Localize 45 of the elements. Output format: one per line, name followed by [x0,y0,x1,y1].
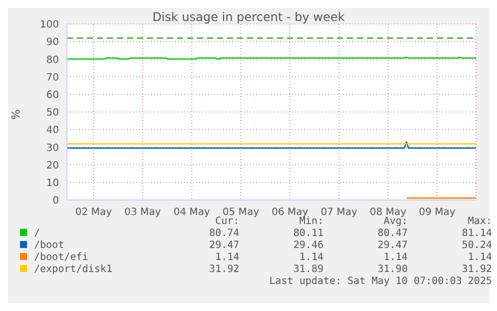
legend-label: / [33,228,42,240]
y-tick-label: 90 [46,37,59,48]
x-tick-label: 08 May [370,207,406,218]
y-tick-label: 10 [46,178,59,189]
text: 29.47 [376,240,408,252]
y-tick-label: 70 [46,72,59,84]
x-tick-label: 04 May [173,207,210,218]
text: 81.14 [460,228,492,240]
chart-title: Disk usage in percent - by week [152,10,345,24]
text: Cur: [215,216,240,227]
text: 29.47 [208,240,240,252]
text: 31.92 [460,264,492,276]
y-tick-label: 30 [46,142,59,154]
text: 80.74 [208,228,240,240]
x-tick-label: 05 May [222,207,260,218]
text: Max: [468,216,492,227]
text: 29.46 [292,240,324,252]
x-tick-label: 07 May [320,207,358,218]
text: 80.11 [292,228,324,240]
text: 1.14 [214,252,240,264]
text: Last update: Sat May 10 07:00:03 2025 [268,276,492,288]
legend-label: /boot [33,240,66,252]
legend-label: /export/disk1 [33,264,114,276]
text: 31.90 [376,264,408,276]
y-tick-label: 100 [40,20,59,31]
x-tick-label: 03 May [124,207,162,218]
x-tick-label: 09 May [418,207,456,218]
text: 1.14 [466,252,492,264]
y-tick-label: 60 [46,90,59,101]
y-tick-label: 50 [46,108,59,119]
y-axis-title: % [10,108,22,122]
text: 50.24 [460,240,492,252]
y-tick-label: 0 [52,196,59,207]
text: 31.92 [208,264,240,276]
y-tick-label: 40 [46,125,59,136]
x-tick-label: 02 May [75,207,112,218]
text: Min: [299,216,324,227]
legend-label: /boot/efi [33,252,90,264]
text: 1.14 [382,252,408,264]
text: 31.89 [292,264,324,276]
y-tick-label: 80 [46,54,59,66]
text: 80.47 [376,228,408,240]
text: Avg: [384,216,408,227]
text: 1.14 [298,252,324,264]
y-tick-label: 20 [46,160,59,172]
